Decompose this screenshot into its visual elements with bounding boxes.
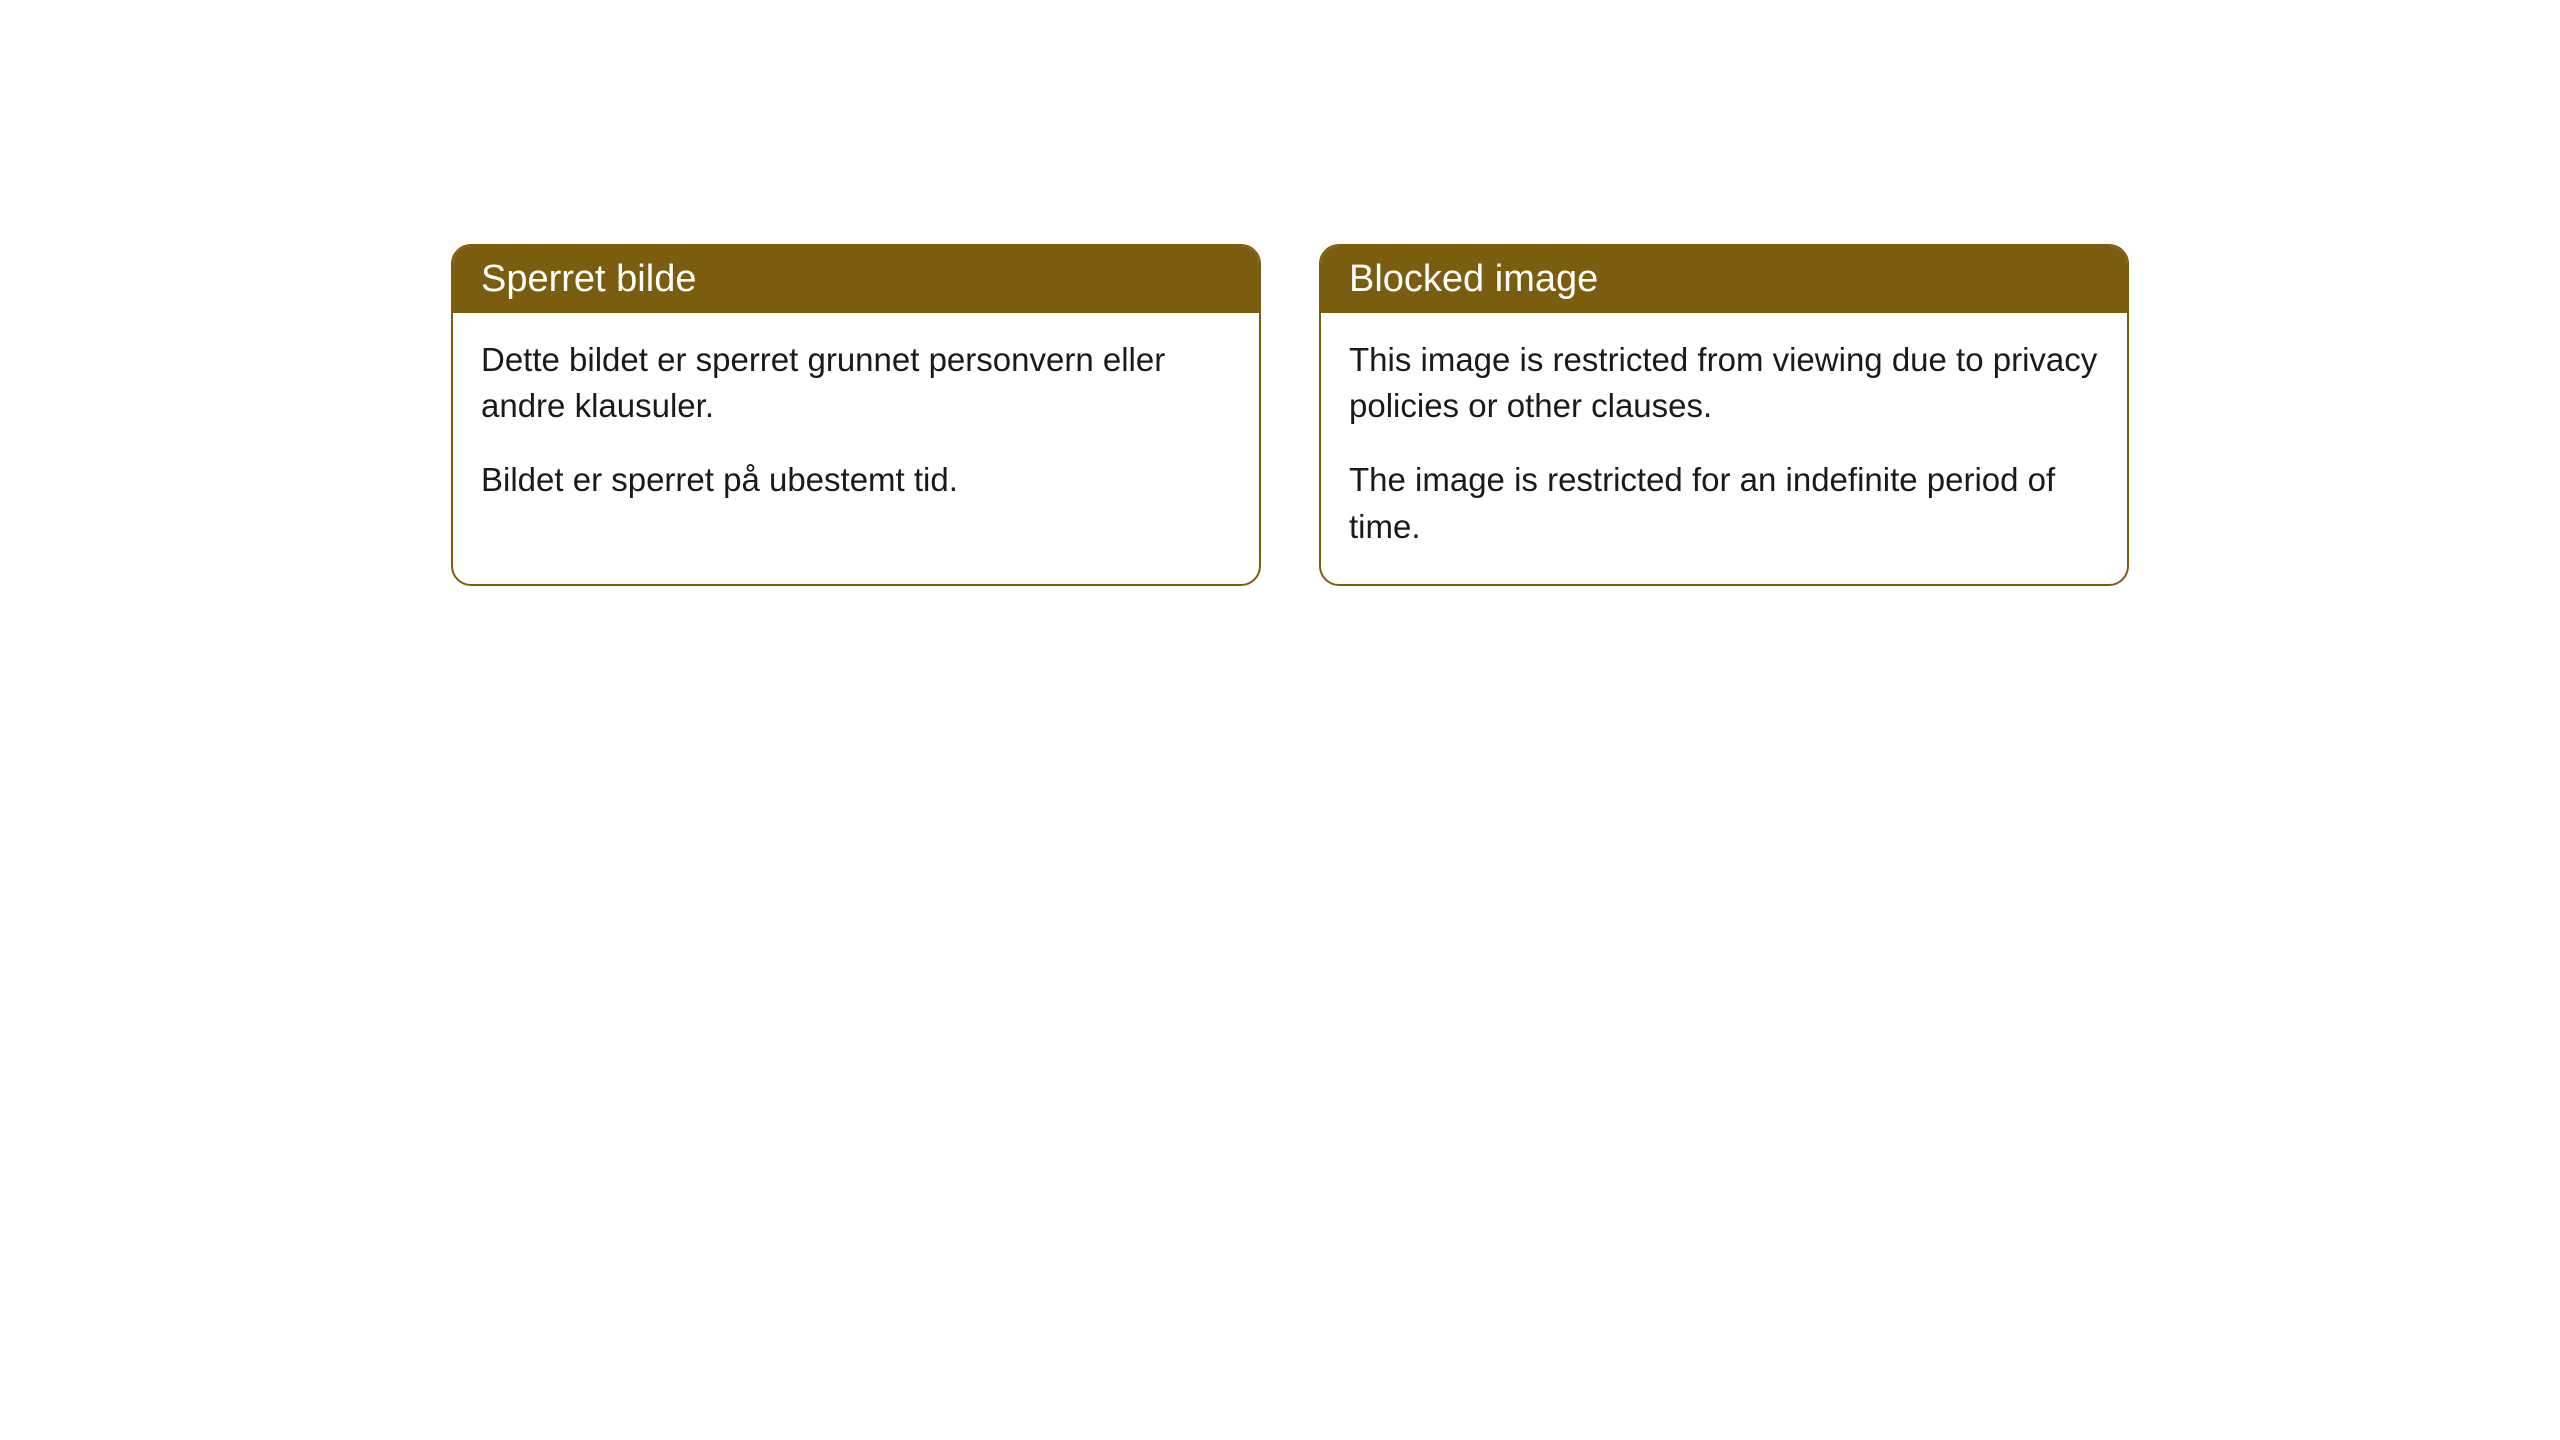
card-paragraph: Dette bildet er sperret grunnet personve… <box>481 337 1231 429</box>
card-body: Dette bildet er sperret grunnet personve… <box>453 313 1259 538</box>
card-paragraph: This image is restricted from viewing du… <box>1349 337 2099 429</box>
card-paragraph: Bildet er sperret på ubestemt tid. <box>481 457 1231 503</box>
card-title: Blocked image <box>1349 258 1598 300</box>
cards-container: Sperret bilde Dette bildet er sperret gr… <box>451 244 2129 586</box>
card-header: Sperret bilde <box>453 246 1259 313</box>
card-paragraph: The image is restricted for an indefinit… <box>1349 457 2099 549</box>
card-header: Blocked image <box>1321 246 2127 313</box>
blocked-image-card-norwegian: Sperret bilde Dette bildet er sperret gr… <box>451 244 1261 586</box>
blocked-image-card-english: Blocked image This image is restricted f… <box>1319 244 2129 586</box>
card-body: This image is restricted from viewing du… <box>1321 313 2127 584</box>
card-title: Sperret bilde <box>481 258 696 300</box>
